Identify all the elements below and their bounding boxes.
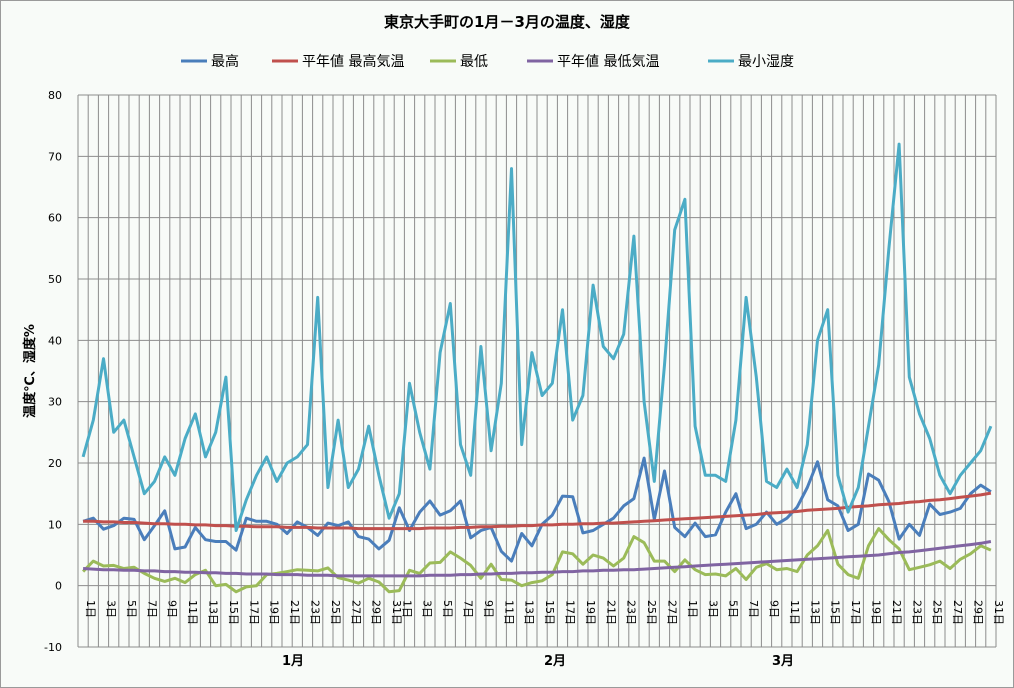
series-line-0 — [82, 456, 992, 563]
x-day-label: 9日 — [768, 600, 781, 618]
series-line-4 — [81, 142, 993, 532]
x-day-label: 9日 — [482, 600, 495, 618]
x-day-label: 15日 — [227, 600, 240, 625]
x-day-label: 7日 — [747, 600, 760, 618]
x-day-label: 1日 — [84, 600, 97, 618]
x-axis-labels: 1日 3日 5日 7日 9日 11日 13日 15日 17日 19日 21日 23日 25日 27日 29日… — [84, 600, 1005, 669]
x-month-label: 1月 — [282, 654, 304, 669]
series-line-3 — [83, 540, 992, 578]
x-day-label: 19日 — [870, 600, 883, 625]
x-day-label: 27日 — [951, 600, 964, 625]
y-tick-label: 80 — [48, 89, 62, 102]
x-day-label: 23日 — [309, 600, 322, 625]
y-tick-label: -10 — [44, 641, 62, 654]
x-day-label: 17日 — [247, 600, 260, 625]
y-tick-label: 50 — [48, 273, 62, 286]
y-axis-ticks: -10 0 10 20 30 40 50 60 70 80 — [44, 89, 62, 654]
x-day-label: 23日 — [625, 600, 638, 625]
x-day-label: 17日 — [564, 600, 577, 625]
x-month-label: 3月 — [772, 654, 794, 669]
x-day-label: 21日 — [604, 600, 617, 625]
y-tick-label: 10 — [48, 518, 62, 531]
x-day-label: 27日 — [666, 600, 679, 625]
legend-item: 平年値 最高気温 — [272, 53, 404, 70]
x-day-label: 19日 — [268, 600, 281, 625]
legend-item: 平年値 最低気温 — [527, 54, 659, 70]
x-day-label: 13日 — [808, 600, 821, 625]
y-tick-label: 20 — [48, 457, 62, 470]
x-day-label: 5日 — [727, 600, 740, 618]
series-line-2 — [82, 527, 992, 594]
x-month-label: 2月 — [544, 654, 566, 669]
x-day-label: 11日 — [502, 600, 515, 625]
y-tick-label: 70 — [48, 150, 62, 163]
x-day-label: 31日 — [390, 600, 403, 625]
x-day-label: 11日 — [788, 600, 801, 625]
x-day-label: 3日 — [706, 600, 719, 618]
x-day-label: 9日 — [166, 600, 179, 618]
x-day-label: 25日 — [329, 600, 342, 625]
x-day-label: 13日 — [207, 600, 220, 625]
x-day-label: 27日 — [349, 600, 362, 625]
legend-item: 最低 — [430, 54, 488, 70]
x-day-label: 21日 — [890, 600, 903, 625]
grid — [77, 94, 997, 648]
x-day-label: 15日 — [829, 600, 842, 625]
y-axis-label: 温度℃、湿度% — [22, 324, 38, 418]
legend-item: 最小湿度 — [708, 54, 794, 70]
y-tick-label: 0 — [55, 580, 62, 593]
x-day-label: 25日 — [931, 600, 944, 625]
legend-label: 最小湿度 — [738, 54, 794, 70]
chart-title: 東京大手町の1月－3月の温度、湿度 — [384, 13, 631, 31]
x-day-label: 29日 — [370, 600, 383, 625]
x-day-label: 23日 — [910, 600, 923, 625]
x-day-label: 31日 — [992, 600, 1005, 625]
x-day-label: 25日 — [645, 600, 658, 625]
x-day-label: 7日 — [462, 600, 475, 618]
x-day-label: 21日 — [288, 600, 301, 625]
legend-item: 最高 — [181, 53, 239, 70]
legend-label: 平年値 最低気温 — [557, 54, 659, 70]
x-day-label: 5日 — [125, 600, 138, 618]
series-lines — [81, 142, 993, 594]
x-day-label: 19日 — [584, 600, 597, 625]
x-day-label: 3日 — [105, 600, 118, 618]
x-day-label: 17日 — [849, 600, 862, 625]
y-tick-label: 30 — [48, 396, 62, 409]
y-tick-label: 60 — [48, 212, 62, 225]
legend-label: 最低 — [460, 54, 488, 70]
x-day-label: 5日 — [441, 600, 454, 618]
x-day-label: 13日 — [523, 600, 536, 625]
x-day-label: 3日 — [421, 600, 434, 618]
x-day-label: 1日 — [400, 600, 413, 618]
y-tick-label: 40 — [48, 334, 62, 347]
x-day-label: 15日 — [543, 600, 556, 625]
legend-label: 平年値 最高気温 — [302, 53, 404, 70]
legend-label: 最高 — [211, 53, 239, 70]
x-day-label: 1日 — [686, 600, 699, 618]
x-day-label: 29日 — [972, 600, 985, 625]
legend: 最高 平年値 最高気温 最低 平年値 最低気温 最小湿度 — [181, 53, 794, 70]
x-day-label: 7日 — [145, 600, 158, 618]
x-day-label: 11日 — [186, 600, 199, 625]
